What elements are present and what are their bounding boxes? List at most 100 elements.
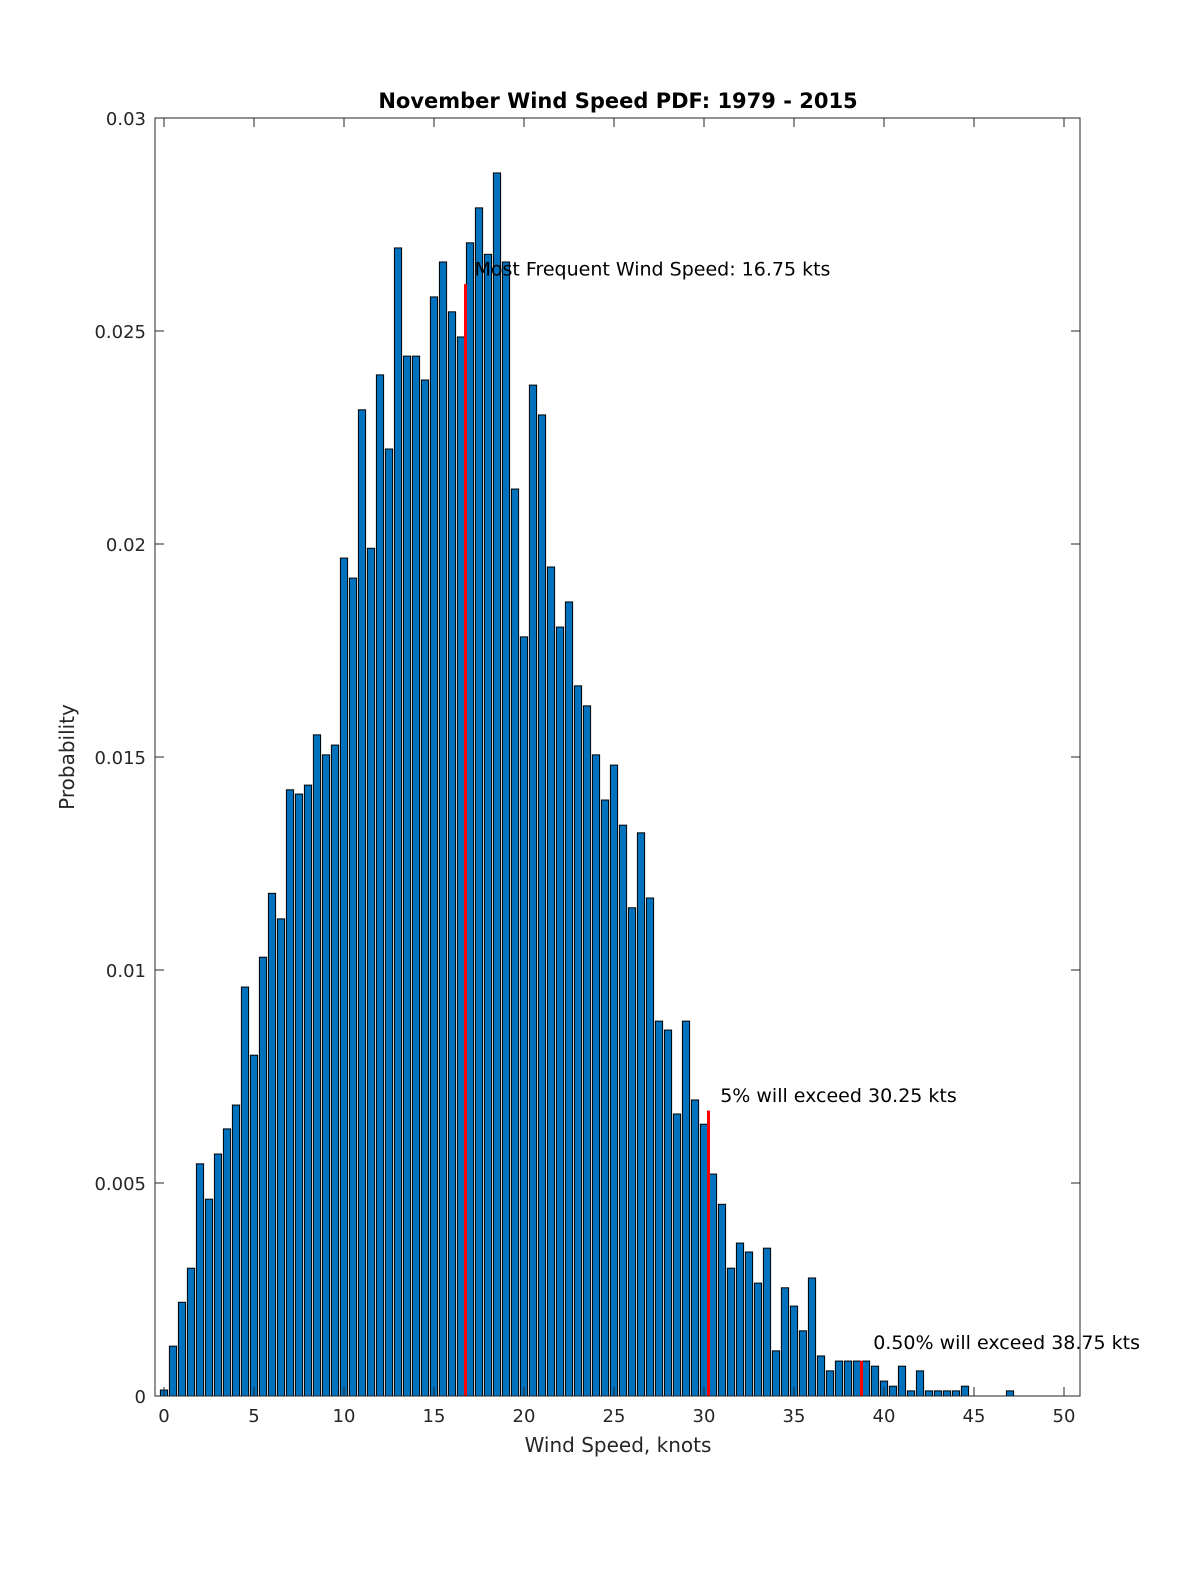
marker-annotation: Most Frequent Wind Speed: 16.75 kts [475,259,831,281]
bar [646,898,653,1396]
bar [331,745,338,1396]
bar [403,356,410,1396]
bar [907,1391,914,1396]
bar [448,312,455,1396]
y-tick-label: 0.025 [94,322,146,343]
bar [808,1278,815,1396]
marker-annotation: 5% will exceed 30.25 kts [720,1085,957,1107]
bar [610,765,617,1396]
bar [853,1361,860,1396]
y-tick-label: 0.03 [106,109,146,130]
bar [826,1371,833,1396]
x-tick-label: 40 [873,1406,896,1427]
bar [1006,1391,1013,1396]
chart-title: November Wind Speed PDF: 1979 - 2015 [378,89,857,113]
x-axis-label: Wind Speed, knots [525,1433,712,1457]
bar [727,1268,734,1396]
x-tick-label: 30 [693,1406,716,1427]
x-tick-label: 5 [248,1406,259,1427]
bar [601,800,608,1396]
bar [790,1306,797,1396]
bar [862,1361,869,1396]
bar [844,1361,851,1396]
bar [412,356,419,1396]
y-tick-label: 0.005 [94,1174,146,1195]
bar [205,1199,212,1396]
x-tick-label: 15 [423,1406,446,1427]
bar [241,987,248,1396]
bar [178,1302,185,1396]
bar [871,1366,878,1396]
y-tick-label: 0 [135,1387,146,1408]
bar [511,489,518,1396]
bar [835,1361,842,1396]
bar [763,1248,770,1396]
bar [376,375,383,1396]
bar [232,1105,239,1396]
bar [520,637,527,1396]
bar [718,1204,725,1396]
bar [502,262,509,1396]
bar [466,243,473,1396]
bar [682,1021,689,1396]
bar [772,1351,779,1396]
bar [214,1154,221,1396]
bar [619,825,626,1396]
bar [961,1386,968,1396]
bar [349,578,356,1396]
x-tick-label: 35 [783,1406,806,1427]
bar [187,1268,194,1396]
bar [430,297,437,1396]
y-axis-label: Probability [55,704,79,810]
bar [547,567,554,1396]
bar [565,602,572,1396]
bar [925,1391,932,1396]
marker-annotation: 0.50% will exceed 38.75 kts [873,1332,1140,1354]
x-tick-label: 25 [603,1406,626,1427]
bar [529,385,536,1396]
bar [736,1243,743,1396]
bar [421,380,428,1396]
bar [754,1283,761,1396]
bar [259,957,266,1396]
bar [277,919,284,1396]
bar [286,790,293,1396]
bar [385,449,392,1396]
y-tick-label: 0.01 [106,961,146,982]
x-tick-label: 10 [333,1406,356,1427]
y-tick-label: 0.02 [106,535,146,556]
bar [439,262,446,1396]
bar [889,1386,896,1396]
x-tick-label: 50 [1053,1406,1076,1427]
bar [313,735,320,1396]
bar [196,1164,203,1396]
bar [934,1391,941,1396]
bar [781,1288,788,1396]
bar [484,254,491,1396]
bars-group [160,173,1067,1396]
bar [916,1371,923,1396]
bar [556,627,563,1396]
bar [664,1030,671,1396]
bar [223,1129,230,1396]
bar [799,1331,806,1396]
bar [295,794,302,1396]
bar [322,755,329,1396]
bar [709,1174,716,1396]
x-tick-label: 45 [963,1406,986,1427]
bar [475,208,482,1396]
bar [457,337,464,1396]
y-tick-label: 0.015 [94,748,146,769]
bar [367,548,374,1396]
bar [637,833,644,1396]
bar [898,1366,905,1396]
bar [493,173,500,1396]
x-tick-label: 0 [158,1406,169,1427]
bar [358,410,365,1396]
bar [394,248,401,1396]
bar [304,785,311,1396]
bar [691,1100,698,1396]
bar [628,908,635,1396]
bar [673,1114,680,1396]
